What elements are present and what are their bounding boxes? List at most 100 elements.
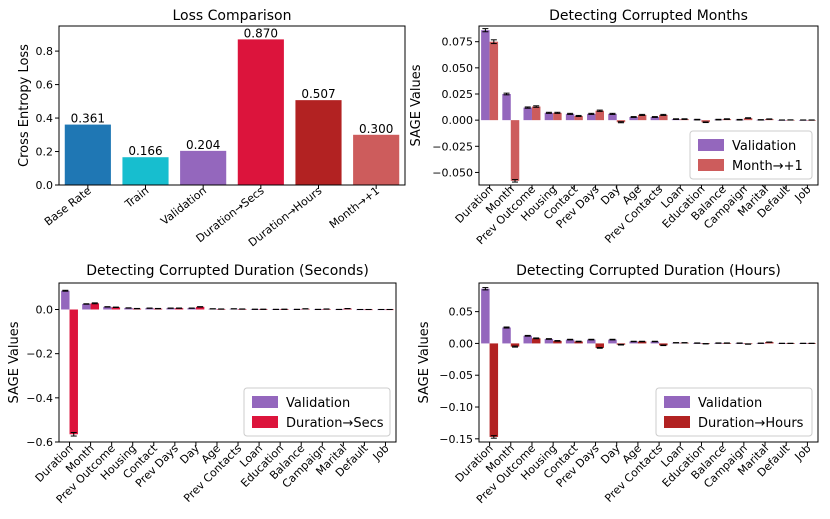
y-axis-label: Cross Entropy Loss (17, 44, 32, 167)
y-tick-label: −0.4 (26, 392, 53, 405)
bar (743, 118, 753, 121)
bar (82, 303, 91, 310)
bar-value-label: 0.166 (128, 144, 162, 158)
bar (523, 107, 532, 121)
legend-swatch (664, 416, 690, 428)
bar (629, 341, 638, 344)
x-tick-label: Job (792, 183, 814, 205)
bar (637, 114, 647, 121)
legend-box (655, 387, 813, 437)
y-tick-label: 0.0 (36, 304, 54, 317)
y-tick-label: 0.00 (449, 337, 474, 350)
y-tick-label: 0.8 (36, 45, 54, 58)
bar (574, 341, 583, 344)
y-tick-label: −0.2 (26, 348, 53, 361)
axes-frame (58, 282, 397, 443)
legend-swatch (698, 159, 724, 171)
axes-frame (58, 25, 406, 186)
bar (701, 120, 710, 123)
bar (544, 112, 554, 121)
y-tick-label: −0.05 (439, 369, 473, 382)
x-tick-label: Train (122, 184, 152, 211)
bar (502, 327, 511, 344)
bar (295, 100, 342, 185)
bar (659, 343, 668, 346)
bar (650, 117, 660, 121)
bar (553, 112, 562, 121)
y-axis-label: SAGE Values (7, 321, 22, 403)
y-axis-label: SAGE Values (409, 64, 424, 146)
chart-title: Loss Comparison (173, 8, 292, 24)
bar (489, 41, 499, 121)
bar (608, 339, 617, 344)
bar (510, 343, 520, 347)
bar (659, 114, 668, 121)
y-tick-label: 0.025 (442, 88, 474, 101)
bar (616, 120, 626, 123)
y-tick-label: −0.6 (26, 436, 53, 449)
y-axis-label: SAGE Values (417, 321, 432, 403)
bar-value-label: 0.870 (244, 26, 278, 40)
legend: Validation Month→+1 (689, 130, 813, 180)
legend-label: Month→+1 (732, 159, 803, 174)
legend: Validation Duration→Secs (243, 387, 391, 437)
bar (489, 343, 499, 437)
bar (595, 110, 605, 121)
bar (195, 306, 205, 310)
x-tick-label: Month→+1 (327, 184, 382, 231)
legend-box (243, 387, 391, 437)
legend-label: Validation (732, 139, 796, 154)
bar-value-label: 0.204 (186, 138, 220, 152)
y-tick-label: −0.10 (439, 401, 473, 414)
bar (544, 338, 554, 344)
bar (187, 308, 196, 310)
y-tick-label: 0.075 (442, 36, 474, 49)
chart-title: Detecting Corrupted Duration (Hours) (516, 263, 781, 279)
x-tick-label: Day (598, 442, 623, 467)
bar (629, 117, 638, 121)
legend: Validation Duration→Hours (655, 387, 813, 437)
y-tick-label: 0.2 (36, 146, 54, 159)
x-tick-label: Day (177, 442, 202, 467)
bar (587, 113, 596, 121)
y-tick-label: −0.15 (439, 433, 473, 446)
bar-value-label: 0.507 (301, 87, 335, 101)
x-tick-label: Validation (158, 184, 209, 228)
bar (595, 343, 605, 348)
legend-label: Validation (698, 396, 762, 411)
bar-value-label: 0.361 (71, 112, 105, 126)
bar (237, 39, 284, 186)
chart-title: Detecting Corrupted Months (549, 8, 748, 24)
bar (587, 339, 596, 344)
bar (565, 113, 575, 121)
bar (145, 308, 154, 310)
bar (510, 120, 520, 181)
bar-value-label: 0.300 (359, 122, 393, 136)
bar (502, 93, 511, 121)
bar (124, 307, 133, 310)
bar (166, 308, 175, 310)
y-tick-label: 0.4 (36, 112, 54, 125)
bar (553, 340, 562, 344)
bar (353, 134, 400, 185)
y-tick-label: 0.6 (36, 79, 54, 92)
bar (574, 115, 583, 121)
bar (637, 341, 647, 344)
chart-title: Detecting Corrupted Duration (Seconds) (86, 263, 369, 279)
bar (531, 338, 541, 344)
bar (523, 335, 532, 344)
bar (69, 309, 78, 435)
legend-swatch (698, 139, 724, 151)
bar (531, 106, 541, 121)
legend-swatch (664, 396, 690, 408)
legend-swatch (252, 396, 278, 408)
bar (111, 307, 121, 310)
bar (481, 288, 490, 344)
legend-label: Validation (286, 396, 350, 411)
bar (565, 339, 575, 344)
bar (608, 113, 617, 121)
bar (103, 306, 112, 310)
bar (180, 150, 227, 185)
